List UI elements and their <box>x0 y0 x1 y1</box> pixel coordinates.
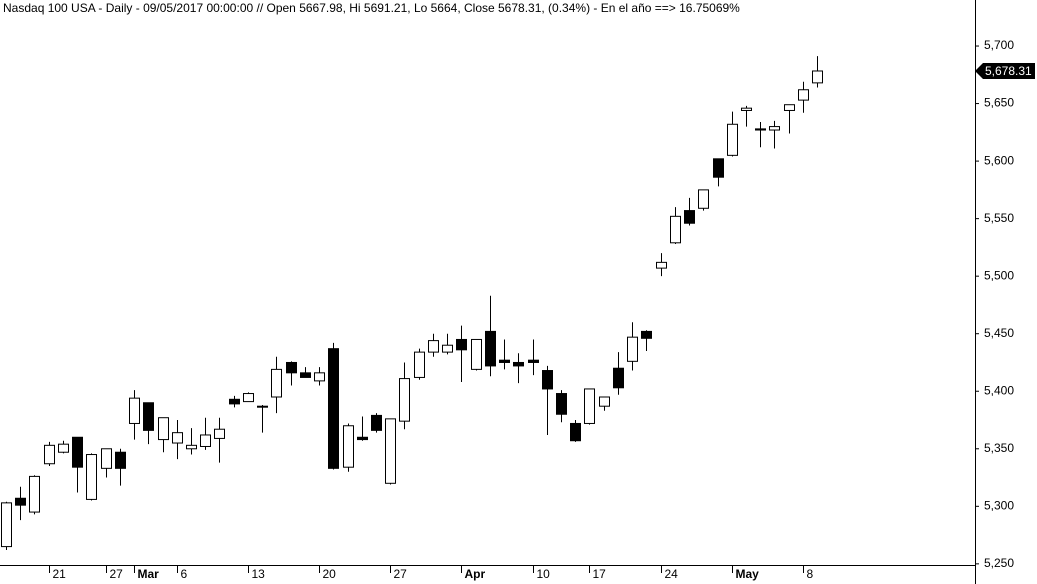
candle-body <box>229 398 240 405</box>
candle-body <box>670 215 681 244</box>
x-tick-label: 17 <box>593 567 607 581</box>
candle-body <box>385 418 396 484</box>
x-tick-label: 24 <box>665 567 679 581</box>
candle-body <box>1 502 12 548</box>
candle-body <box>499 359 510 363</box>
x-tick-label: 27 <box>110 567 124 581</box>
candle-body <box>599 396 610 407</box>
candle-body <box>627 336 638 362</box>
candle-body <box>200 434 211 447</box>
candle-body <box>29 475 40 513</box>
candle-body <box>44 444 55 465</box>
candle-body <box>257 405 268 408</box>
candle-body <box>570 422 581 442</box>
x-tick-label: Apr <box>465 567 486 581</box>
last-price-label: 5,678.31 <box>985 64 1032 78</box>
x-tick-label: 13 <box>252 567 266 581</box>
candle-body <box>357 436 368 441</box>
x-tick-label: 21 <box>53 567 67 581</box>
y-tick-label: 5,300 <box>984 498 1014 512</box>
candle-body <box>271 368 282 398</box>
y-tick-label: 5,550 <box>984 211 1014 225</box>
candle-body <box>528 359 539 363</box>
x-tick-label: 20 <box>323 567 337 581</box>
candle-body <box>485 330 496 367</box>
candle-body <box>727 123 738 156</box>
candle-body <box>456 338 467 351</box>
candle-body <box>755 128 766 131</box>
candle-body <box>769 126 780 131</box>
candle-body <box>115 451 126 469</box>
candle-body <box>186 444 197 450</box>
y-tick-label: 5,400 <box>984 383 1014 397</box>
y-tick-label: 5,650 <box>984 96 1014 110</box>
candle-body <box>300 372 311 378</box>
candle-body <box>86 454 97 500</box>
candle-body <box>414 351 425 378</box>
candle-body <box>15 497 26 506</box>
candle-body <box>442 344 453 353</box>
candle-body <box>641 330 652 339</box>
candle-body <box>343 425 354 468</box>
candle-body <box>371 414 382 431</box>
candle-body <box>286 361 297 374</box>
candle-body <box>129 397 140 424</box>
x-tick-label: 6 <box>181 567 188 581</box>
candle-body <box>513 361 524 367</box>
candle-body <box>698 189 709 209</box>
candle-body <box>471 338 482 370</box>
chart-title: Nasdaq 100 USA - Daily - 09/05/2017 00:0… <box>3 1 740 15</box>
candle-body <box>158 417 169 441</box>
x-tick-label: 27 <box>394 567 408 581</box>
y-tick-label: 5,350 <box>984 441 1014 455</box>
candle-body <box>399 378 410 422</box>
last-price-tag <box>975 62 1035 79</box>
candle-body <box>172 432 183 444</box>
candle-body <box>684 210 695 224</box>
y-tick-label: 5,700 <box>984 38 1014 52</box>
candle-body <box>556 393 567 415</box>
candle-body <box>58 443 69 453</box>
candle-body <box>542 370 553 390</box>
candle-body <box>741 107 752 111</box>
x-tick-label: May <box>736 567 760 581</box>
candle-body <box>812 70 823 84</box>
candle-body <box>798 89 809 101</box>
candle-body <box>143 402 154 431</box>
candle-body <box>584 388 595 424</box>
candle-body <box>314 372 325 382</box>
x-tick-label: 10 <box>537 567 551 581</box>
x-tick-label: Mar <box>138 567 160 581</box>
y-tick-label: 5,600 <box>984 153 1014 167</box>
candle-body <box>328 348 339 469</box>
candle-body <box>784 104 795 111</box>
y-tick-label: 5,450 <box>984 326 1014 340</box>
y-tick-label: 5,250 <box>984 556 1014 570</box>
candle-body <box>713 158 724 178</box>
candle-body <box>428 340 439 353</box>
y-tick-label: 5,500 <box>984 268 1014 282</box>
candle-body <box>613 367 624 389</box>
x-tick-label: 8 <box>807 567 814 581</box>
candle-body <box>214 428 225 439</box>
candle-body <box>101 448 112 469</box>
candle-body <box>243 393 254 403</box>
candle-body <box>72 436 83 468</box>
candle-body <box>656 261 667 269</box>
